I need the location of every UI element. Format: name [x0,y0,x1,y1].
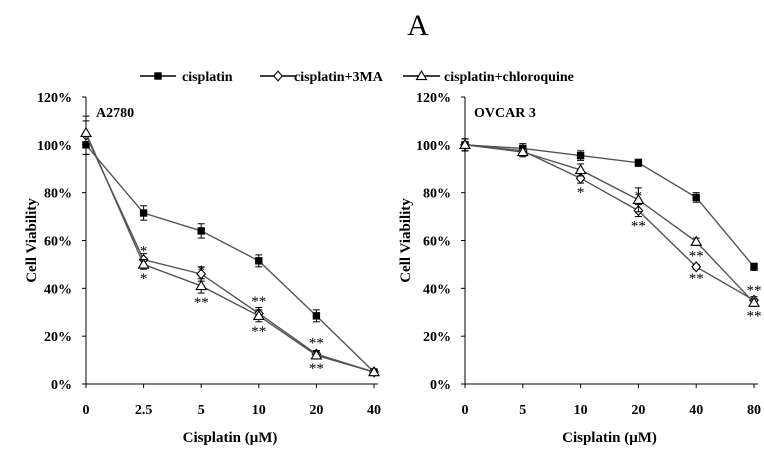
data-point [197,227,205,235]
series-cisplatin-chloroquine [459,138,760,307]
data-point [691,261,702,273]
data-point [310,349,323,360]
data-point [576,151,585,160]
data-point [692,193,700,202]
series-cisplatin-3ma [460,138,759,306]
series-line [85,132,375,373]
significance-label: ** [747,308,762,324]
panel-letter: A [407,9,429,42]
series-cisplatin [461,138,758,271]
significance-label: ** [194,295,209,311]
series-line [85,134,375,373]
chart-title: OVCAR 3 [474,106,536,121]
data-point [748,296,760,307]
significance-label: ** [309,361,324,377]
data-point [137,258,150,269]
data-point [574,163,587,175]
data-point [459,138,471,149]
chart-title: A2780 [96,106,134,121]
series-line [464,144,755,301]
legend-label-1: cisplatin+3MA [294,70,384,85]
significance-label: * [140,244,148,260]
y-tick-label: 120% [416,91,451,106]
data-point [750,263,758,271]
y-tick-label: 40% [423,282,451,297]
data-point [516,145,529,157]
x-tick-label: 0 [83,403,90,418]
y-axis-title: Cell Viability [398,198,414,283]
series-line [464,144,755,268]
y-tick-label: 20% [44,330,72,345]
x-tick-label: 10 [574,403,588,418]
x-tick-label: 2.5 [135,403,153,418]
chart-ovcar3: 0% 20% 40% 60% 80% 100% 120% 0 5 10 20 40 80 OVCAR 3 C… [398,91,762,446]
legend-marker-1 [273,70,283,82]
data-point [195,279,208,291]
significance-label: ** [251,294,266,310]
significance-label: * [197,263,205,279]
significance-label: ** [251,324,266,340]
legend: cisplatin cisplatin+3MA cisplatin+chloroqu… [140,69,574,85]
significance-label: ** [747,283,762,299]
significance-label: ** [689,248,704,264]
legend-label-0: cisplatin [182,70,233,85]
x-axis-title: Cisplatin (μM) [562,430,657,446]
y-tick-label: 100% [416,139,451,154]
data-point [368,365,380,377]
y-tick-label: 60% [44,235,72,250]
y-tick-label: 60% [423,235,451,250]
significance-label: * [577,185,585,201]
significance-label: ** [689,271,704,287]
x-tick-label: 0 [462,403,469,418]
x-tick-label: 5 [519,403,526,418]
data-point [575,172,586,184]
legend-marker-2 [415,69,428,81]
data-point [312,312,321,320]
y-tick-label: 100% [37,139,72,154]
y-tick-label: 80% [44,187,72,202]
series-line [85,144,375,373]
legend-label-2: cisplatin+chloroquine [444,70,574,85]
x-tick-label: 40 [689,403,703,418]
significance-label: * [635,189,643,205]
significance-label: ** [631,219,646,235]
y-tick-label: 120% [37,91,72,106]
y-tick-label: 40% [44,282,72,297]
chart-a2780: 0% 20% 40% 60% 80% 100% 120% 0 2.5 5 10 20 40 A2780 Ci… [24,91,381,446]
x-tick-label: 20 [309,403,323,418]
x-tick-label: 20 [631,403,645,418]
y-tick-label: 80% [423,187,451,202]
data-point [634,159,643,167]
significance-label: * [140,271,148,287]
data-point [80,126,92,138]
data-point [255,257,263,265]
x-tick-label: 5 [198,403,205,418]
data-point [139,209,148,217]
significance-label: ** [309,336,324,352]
x-tick-label: 10 [252,403,266,418]
x-tick-label: 40 [367,403,381,418]
legend-marker-0 [154,72,162,80]
series-line [464,144,755,304]
data-point [632,193,645,204]
y-axis-title: Cell Viability [24,198,40,283]
series-cisplatin-chloroquine [80,120,380,377]
data-point [690,235,703,246]
y-tick-label: 0% [51,378,72,393]
y-tick-label: 0% [430,378,451,393]
x-tick-label: 80 [747,403,761,418]
y-tick-label: 20% [423,330,451,345]
x-axis-title: Cisplatin (μM) [183,430,278,446]
series-cisplatin [82,134,378,376]
data-point [252,309,265,320]
